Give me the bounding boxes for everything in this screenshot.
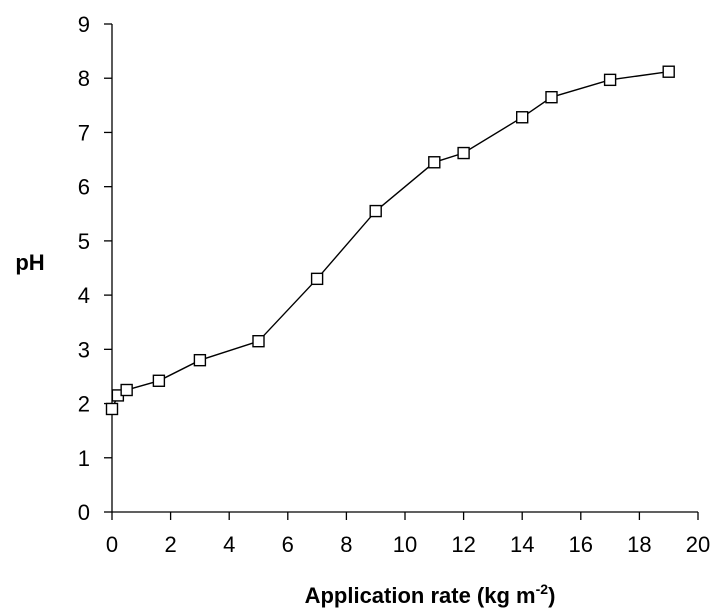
data-point bbox=[120, 383, 133, 397]
axes bbox=[111, 24, 698, 513]
data-point bbox=[545, 90, 558, 104]
x-tick-label: 18 bbox=[627, 532, 651, 557]
y-tick-label: 9 bbox=[78, 12, 90, 37]
data-point bbox=[662, 65, 675, 78]
y-tick-label: 0 bbox=[78, 500, 90, 525]
y-axis-title: pH bbox=[15, 250, 44, 275]
data-point bbox=[457, 146, 470, 160]
data-point bbox=[193, 353, 207, 367]
x-tick-label: 10 bbox=[393, 532, 417, 557]
data-point bbox=[252, 335, 265, 348]
x-tick-label: 12 bbox=[451, 532, 475, 557]
data-point bbox=[603, 73, 617, 87]
y-tick-label: 8 bbox=[78, 66, 90, 91]
data-point bbox=[428, 156, 441, 169]
x-axis-title-main: Application rate (kg m bbox=[305, 583, 536, 608]
y-tick-label: 2 bbox=[78, 392, 90, 417]
data-point bbox=[369, 204, 382, 218]
y-tick-label: 4 bbox=[78, 283, 90, 308]
series-layer bbox=[105, 65, 675, 416]
y-tick-label: 5 bbox=[78, 229, 90, 254]
data-point bbox=[310, 272, 324, 286]
x-tick-label: 8 bbox=[340, 532, 352, 557]
x-tick-label: 14 bbox=[510, 532, 534, 557]
data-point bbox=[105, 402, 119, 416]
x-axis-title-suffix: ) bbox=[548, 583, 555, 608]
x-tick-label: 16 bbox=[569, 532, 593, 557]
y-tick-label: 6 bbox=[78, 175, 90, 200]
y-tick-label: 1 bbox=[78, 446, 90, 471]
x-tick-label: 20 bbox=[686, 532, 710, 557]
x-tick-label: 4 bbox=[223, 532, 235, 557]
y-tick-label: 7 bbox=[78, 120, 90, 145]
x-axis-title: Application rate (kg m-2) bbox=[305, 581, 556, 608]
y-tick-label: 3 bbox=[78, 337, 90, 362]
data-point bbox=[516, 111, 529, 124]
y-ticks: 0 1 2 3 4 5 6 7 8 9 bbox=[78, 12, 112, 525]
data-point bbox=[152, 374, 166, 387]
x-tick-label: 0 bbox=[106, 532, 118, 557]
x-ticks: 0 2 4 6 8 10 12 14 16 18 20 bbox=[106, 512, 710, 557]
x-axis-title-superscript: -2 bbox=[536, 581, 549, 597]
x-tick-label: 2 bbox=[164, 532, 176, 557]
x-tick-label: 6 bbox=[282, 532, 294, 557]
